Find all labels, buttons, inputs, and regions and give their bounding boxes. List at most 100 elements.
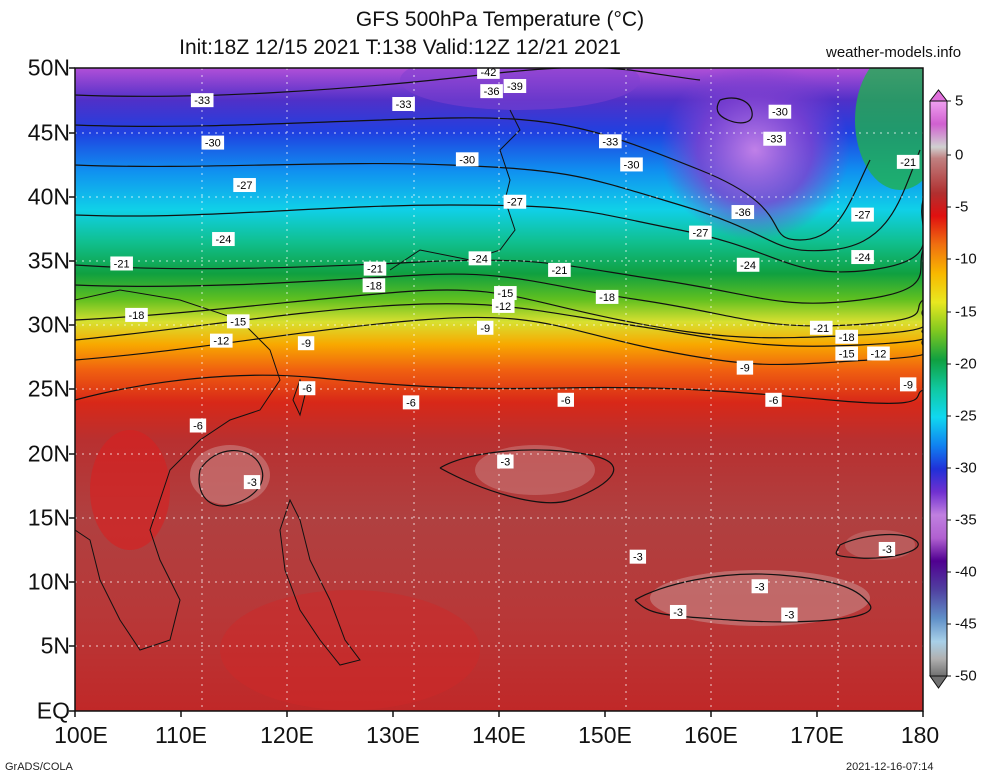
contour-label: -33 <box>190 93 214 108</box>
lat-label: 20N <box>27 440 70 467</box>
svg-text:-24: -24 <box>855 252 871 264</box>
footer-timestamp: 2021-12-16-07:14 <box>846 761 934 773</box>
contour-label: -21 <box>548 262 571 277</box>
svg-text:-21: -21 <box>114 258 130 270</box>
svg-text:-42: -42 <box>480 67 496 79</box>
svg-text:-39: -39 <box>507 81 523 93</box>
contour-label: -9 <box>736 360 754 375</box>
contour-label: -6 <box>402 395 420 410</box>
svg-text:-6: -6 <box>769 395 779 407</box>
contour-label: -12 <box>867 346 890 361</box>
svg-text:-30: -30 <box>205 138 221 150</box>
contour-label: -36 <box>480 84 503 99</box>
svg-text:-18: -18 <box>599 292 615 304</box>
contour-label: -3 <box>669 604 687 619</box>
colorbar-label: -35 <box>955 511 977 529</box>
svg-text:-9: -9 <box>740 363 750 375</box>
svg-text:-30: -30 <box>624 159 640 171</box>
lat-label: 50N <box>27 54 70 81</box>
colorbar-bottom-arrow <box>929 675 948 689</box>
contour-label: -9 <box>477 320 494 335</box>
contour-label: -27 <box>503 194 527 209</box>
svg-text:-33: -33 <box>194 95 210 107</box>
contour-label: -6 <box>765 392 782 407</box>
colorbar-label: -20 <box>955 355 977 373</box>
svg-text:-18: -18 <box>129 310 145 322</box>
contour-label: -18 <box>595 289 619 304</box>
lon-label: 140E <box>472 722 526 748</box>
contour-label: -42 <box>477 67 500 79</box>
lon-label: 160E <box>684 722 738 748</box>
lon-label: 110E <box>154 722 208 748</box>
contour-label: -27 <box>851 207 874 222</box>
contour-label: -21 <box>110 256 133 271</box>
lat-label: 30N <box>27 311 70 338</box>
graticule <box>75 68 923 711</box>
svg-text:-24: -24 <box>215 234 231 246</box>
svg-text:-6: -6 <box>561 395 571 407</box>
contour-label: -21 <box>363 261 387 276</box>
svg-text:-18: -18 <box>839 332 855 344</box>
contour-label: -15 <box>835 346 858 361</box>
svg-text:-21: -21 <box>900 157 916 169</box>
svg-text:-9: -9 <box>903 379 913 391</box>
lon-label: 100E <box>54 722 108 748</box>
svg-text:-27: -27 <box>237 180 253 192</box>
colorbar <box>929 100 948 677</box>
contour-label: -6 <box>557 392 574 407</box>
colorbar-label: -25 <box>955 407 977 425</box>
map-title: GFS 500hPa Temperature (°C) <box>355 8 645 31</box>
svg-text:-3: -3 <box>247 477 257 489</box>
colorbar-label: -50 <box>955 667 977 685</box>
svg-text:-12: -12 <box>495 301 511 313</box>
contour-label: -15 <box>494 286 517 301</box>
cold-trough <box>660 68 850 240</box>
lat-label: EQ <box>36 697 70 724</box>
svg-text:-21: -21 <box>367 264 383 276</box>
contour-label: -18 <box>835 329 858 344</box>
svg-text:-15: -15 <box>497 288 513 300</box>
svg-text:-15: -15 <box>230 316 246 328</box>
colorbar-top-arrow <box>928 89 949 102</box>
colorbar-label: -30 <box>955 459 977 477</box>
colorbar-label: -15 <box>955 303 977 321</box>
lat-label: 40N <box>27 183 70 210</box>
colorbar-label: -5 <box>955 198 969 216</box>
svg-text:-21: -21 <box>551 265 567 277</box>
svg-text:-33: -33 <box>767 134 783 146</box>
svg-text:-6: -6 <box>406 397 416 409</box>
svg-text:-3: -3 <box>755 581 765 593</box>
svg-text:-12: -12 <box>213 336 229 348</box>
lat-label: 5N <box>40 632 70 659</box>
lat-label: 15N <box>27 504 70 531</box>
contour-label: -12 <box>491 298 515 313</box>
svg-text:-33: -33 <box>396 99 412 111</box>
lat-label: 25N <box>27 375 70 402</box>
svg-text:-24: -24 <box>472 253 488 265</box>
contour-label: -3 <box>243 475 261 490</box>
svg-text:-6: -6 <box>193 421 203 433</box>
svg-text:-30: -30 <box>459 154 475 166</box>
contour-label: -9 <box>899 377 917 392</box>
contour-label: -9 <box>297 336 315 351</box>
contour-label: -24 <box>851 250 874 265</box>
contour-label: -12 <box>209 333 233 348</box>
svg-text:-27: -27 <box>692 228 708 240</box>
svg-text:-18: -18 <box>366 280 382 292</box>
svg-text:-3: -3 <box>500 457 510 469</box>
lon-label: 170E <box>790 722 844 748</box>
site-label: weather-models.info <box>826 44 962 61</box>
contour-label: -33 <box>599 134 622 149</box>
svg-text:-3: -3 <box>673 607 683 619</box>
svg-text:-36: -36 <box>735 207 751 219</box>
contour-label: -30 <box>620 157 643 172</box>
svg-text:-33: -33 <box>602 136 618 148</box>
contour-label: -30 <box>201 135 225 150</box>
footer-credit: GrADS/COLA <box>5 761 73 773</box>
lat-label: 10N <box>27 568 70 595</box>
contour-label: -39 <box>503 79 527 94</box>
lon-label: 130E <box>366 722 420 748</box>
contour-label: -24 <box>736 257 760 272</box>
svg-text:-15: -15 <box>839 348 855 360</box>
